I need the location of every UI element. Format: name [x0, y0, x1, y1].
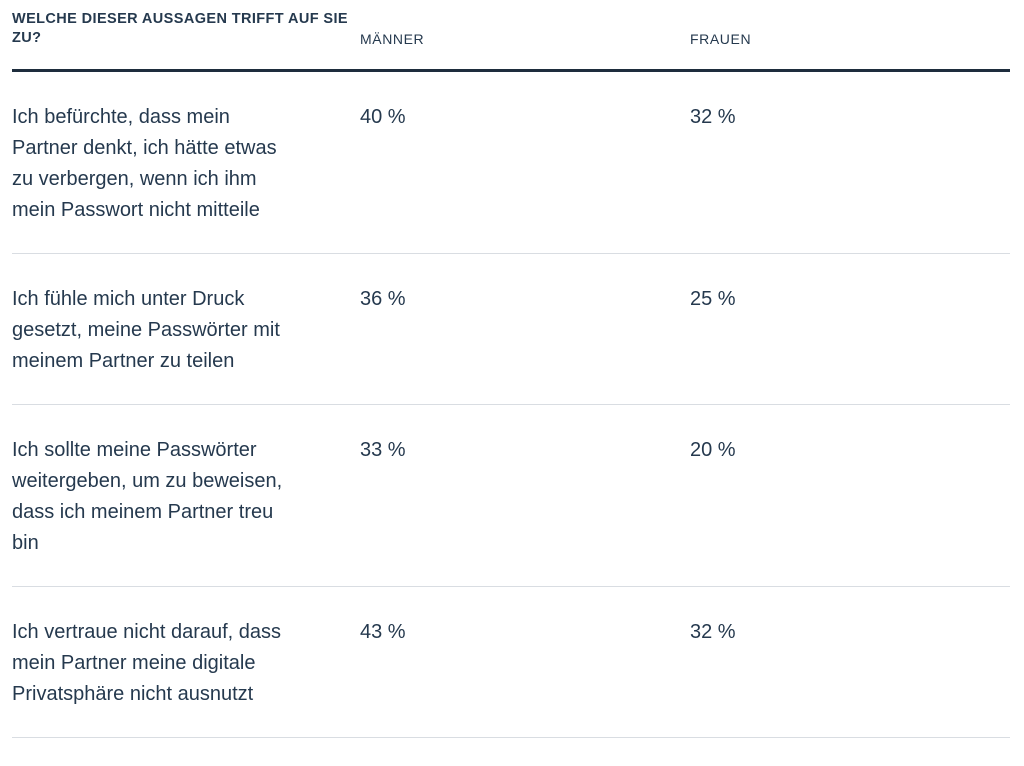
statement-text: Ich sollte meine Passwörter weitergeben,… — [12, 439, 283, 554]
table-row: Ich fühle mich unter Druck gesetzt, mein… — [12, 254, 1010, 405]
statement-text: Ich vertraue nicht darauf, dass mein Par… — [12, 621, 282, 705]
statement-text: Ich fühle mich unter Druck gesetzt, mein… — [12, 288, 280, 372]
column-header-women: FRAUEN — [690, 31, 752, 47]
column-header-men: MÄNNER — [360, 31, 425, 47]
men-percentage: 36 % — [360, 288, 406, 310]
men-percentage: 33 % — [360, 439, 406, 461]
women-percentage: 25 % — [690, 288, 736, 310]
question-header: WELCHE DIESER AUSSAGEN TRIFFT AUF SIE ZU… — [12, 11, 348, 46]
women-percentage: 32 % — [690, 621, 736, 643]
women-percentage: 32 % — [690, 106, 736, 128]
statement-text: Ich befürchte, dass mein Partner denkt, … — [12, 106, 277, 221]
women-percentage: 20 % — [690, 439, 736, 461]
survey-table: WELCHE DIESER AUSSAGEN TRIFFT AUF SIE ZU… — [12, 0, 1010, 738]
men-percentage: 40 % — [360, 106, 406, 128]
table-header-row: WELCHE DIESER AUSSAGEN TRIFFT AUF SIE ZU… — [12, 0, 1010, 72]
men-percentage: 43 % — [360, 621, 406, 643]
table-row: Ich befürchte, dass mein Partner denkt, … — [12, 72, 1010, 254]
table-row: Ich vertraue nicht darauf, dass mein Par… — [12, 587, 1010, 738]
table-row: Ich sollte meine Passwörter weitergeben,… — [12, 405, 1010, 587]
